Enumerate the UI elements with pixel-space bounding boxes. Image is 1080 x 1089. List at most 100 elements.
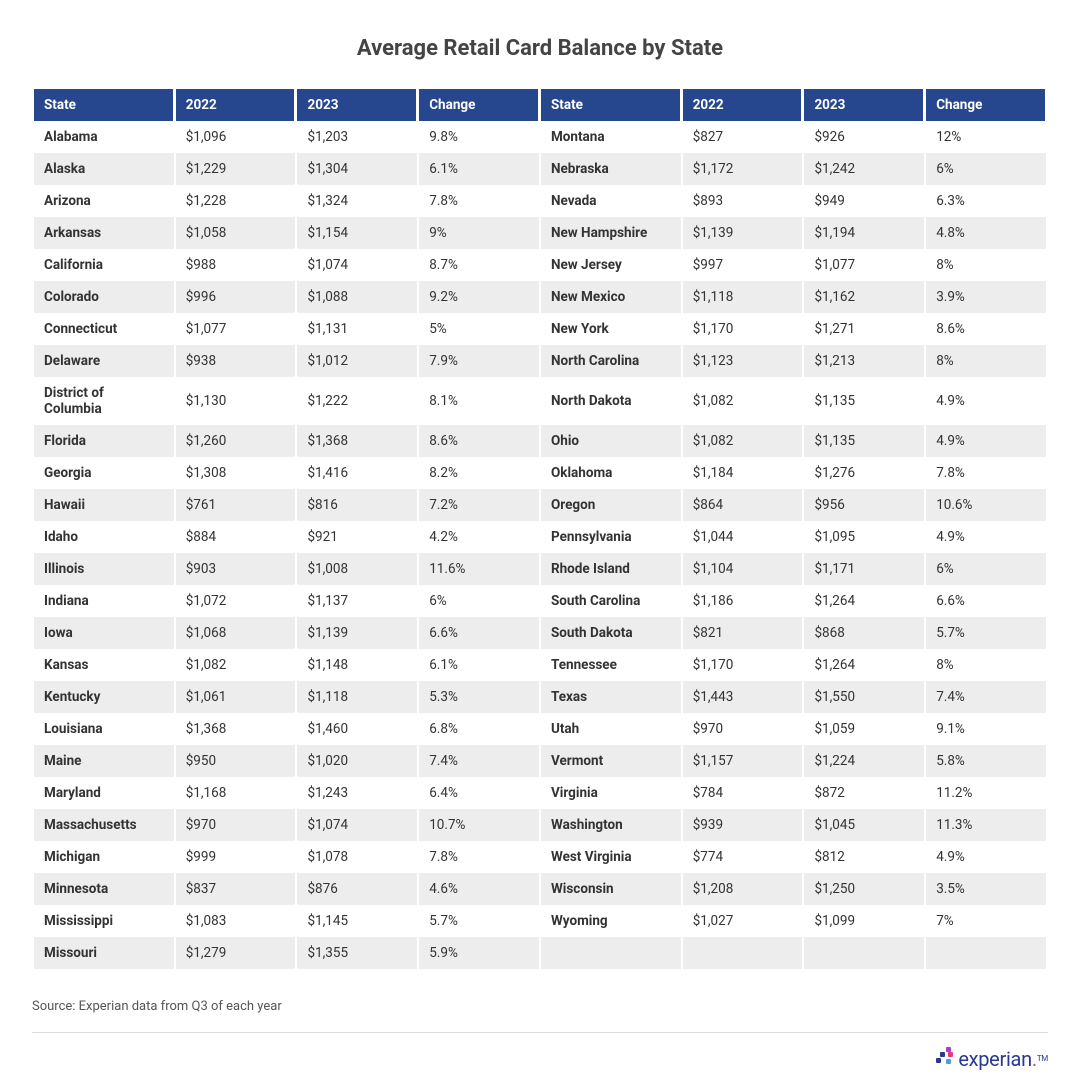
table-row: Minnesota$837$8764.6%Wisconsin$1,208$1,2… xyxy=(34,873,1046,905)
cell-change: 6% xyxy=(419,585,539,617)
cell-change: 9.1% xyxy=(926,713,1046,745)
cell-2023: $1,550 xyxy=(804,681,924,713)
col-2022-right: 2022 xyxy=(683,89,803,121)
cell-2023: $1,012 xyxy=(297,345,417,377)
cell-state: Wyoming xyxy=(541,905,681,937)
cell-state: North Carolina xyxy=(541,345,681,377)
cell-change: 11.2% xyxy=(926,777,1046,809)
col-change-right: Change xyxy=(926,89,1046,121)
cell-change: 11.6% xyxy=(419,553,539,585)
cell-2022: $1,368 xyxy=(176,713,296,745)
cell-2022: $1,308 xyxy=(176,457,296,489)
cell-2022: $774 xyxy=(683,841,803,873)
logo-dots-icon xyxy=(936,1047,954,1069)
source-note: Source: Experian data from Q3 of each ye… xyxy=(32,999,1048,1033)
cell-2022: $864 xyxy=(683,489,803,521)
cell-2023: $1,139 xyxy=(297,617,417,649)
table-row: California$988$1,0748.7%New Jersey$997$1… xyxy=(34,249,1046,281)
cell-change: 5.7% xyxy=(926,617,1046,649)
cell-state: Kentucky xyxy=(34,681,174,713)
cell-state: Maine xyxy=(34,745,174,777)
cell-state: Connecticut xyxy=(34,313,174,345)
cell-state: Hawaii xyxy=(34,489,174,521)
cell-2023: $1,194 xyxy=(804,217,924,249)
cell-state: Michigan xyxy=(34,841,174,873)
cell-2022: $1,228 xyxy=(176,185,296,217)
cell-change: 5.7% xyxy=(419,905,539,937)
table-row: Missouri$1,279$1,3555.9% xyxy=(34,937,1046,969)
cell-2023: $1,074 xyxy=(297,249,417,281)
cell-2022: $821 xyxy=(683,617,803,649)
cell-state: Pennsylvania xyxy=(541,521,681,553)
cell-state: Alaska xyxy=(34,153,174,185)
cell-2023 xyxy=(804,937,924,969)
table-row: Michigan$999$1,0787.8%West Virginia$774$… xyxy=(34,841,1046,873)
cell-state: Missouri xyxy=(34,937,174,969)
balance-table: State 2022 2023 Change State 2022 2023 C… xyxy=(32,89,1048,969)
cell-change: 3.9% xyxy=(926,281,1046,313)
cell-2022: $1,082 xyxy=(176,649,296,681)
cell-2022: $1,172 xyxy=(683,153,803,185)
cell-2023: $1,078 xyxy=(297,841,417,873)
table-row: Illinois$903$1,00811.6%Rhode Island$1,10… xyxy=(34,553,1046,585)
cell-state: Oregon xyxy=(541,489,681,521)
table-row: Delaware$938$1,0127.9%North Carolina$1,1… xyxy=(34,345,1046,377)
page-title: Average Retail Card Balance by State xyxy=(32,36,1048,61)
cell-2023: $1,088 xyxy=(297,281,417,313)
cell-2023: $1,162 xyxy=(804,281,924,313)
cell-change: 12% xyxy=(926,121,1046,153)
table-row: Iowa$1,068$1,1396.6%South Dakota$821$868… xyxy=(34,617,1046,649)
cell-state: Colorado xyxy=(34,281,174,313)
logo-text: experian.TM xyxy=(958,1049,1048,1069)
cell-state: Maryland xyxy=(34,777,174,809)
table-row: Maine$950$1,0207.4%Vermont$1,157$1,2245.… xyxy=(34,745,1046,777)
cell-2022: $999 xyxy=(176,841,296,873)
cell-2023: $1,276 xyxy=(804,457,924,489)
cell-state: Kansas xyxy=(34,649,174,681)
cell-2023: $1,243 xyxy=(297,777,417,809)
cell-state: New Jersey xyxy=(541,249,681,281)
col-state-right: State xyxy=(541,89,681,121)
cell-2023: $876 xyxy=(297,873,417,905)
cell-state: South Carolina xyxy=(541,585,681,617)
cell-state: Montana xyxy=(541,121,681,153)
cell-2023: $1,045 xyxy=(804,809,924,841)
cell-2023: $921 xyxy=(297,521,417,553)
cell-2023: $1,368 xyxy=(297,425,417,457)
cell-2022: $1,443 xyxy=(683,681,803,713)
cell-change: 6.4% xyxy=(419,777,539,809)
cell-2022: $1,170 xyxy=(683,649,803,681)
cell-2022: $1,279 xyxy=(176,937,296,969)
cell-2023: $1,213 xyxy=(804,345,924,377)
cell-2022: $997 xyxy=(683,249,803,281)
cell-state: Massachusetts xyxy=(34,809,174,841)
cell-change: 9.2% xyxy=(419,281,539,313)
cell-state: Arizona xyxy=(34,185,174,217)
cell-2022: $938 xyxy=(176,345,296,377)
cell-2022: $1,082 xyxy=(683,377,803,425)
cell-change: 10.7% xyxy=(419,809,539,841)
cell-2023: $1,095 xyxy=(804,521,924,553)
cell-change: 4.9% xyxy=(926,521,1046,553)
cell-change: 7.9% xyxy=(419,345,539,377)
cell-change: 8.6% xyxy=(926,313,1046,345)
cell-2023: $1,264 xyxy=(804,585,924,617)
cell-2022: $1,044 xyxy=(683,521,803,553)
cell-change: 8% xyxy=(926,249,1046,281)
table-row: Indiana$1,072$1,1376%South Carolina$1,18… xyxy=(34,585,1046,617)
cell-2022: $1,083 xyxy=(176,905,296,937)
cell-2022: $1,082 xyxy=(683,425,803,457)
cell-2023: $1,118 xyxy=(297,681,417,713)
cell-state: Florida xyxy=(34,425,174,457)
cell-2023: $1,304 xyxy=(297,153,417,185)
cell-2022: $1,170 xyxy=(683,313,803,345)
table-row: Massachusetts$970$1,07410.7%Washington$9… xyxy=(34,809,1046,841)
cell-state: Delaware xyxy=(34,345,174,377)
cell-change: 8.2% xyxy=(419,457,539,489)
cell-2023: $1,171 xyxy=(804,553,924,585)
cell-change: 4.9% xyxy=(926,377,1046,425)
table-row: Idaho$884$9214.2%Pennsylvania$1,044$1,09… xyxy=(34,521,1046,553)
cell-change: 6.6% xyxy=(419,617,539,649)
cell-state: Nevada xyxy=(541,185,681,217)
table-row: Maryland$1,168$1,2436.4%Virginia$784$872… xyxy=(34,777,1046,809)
